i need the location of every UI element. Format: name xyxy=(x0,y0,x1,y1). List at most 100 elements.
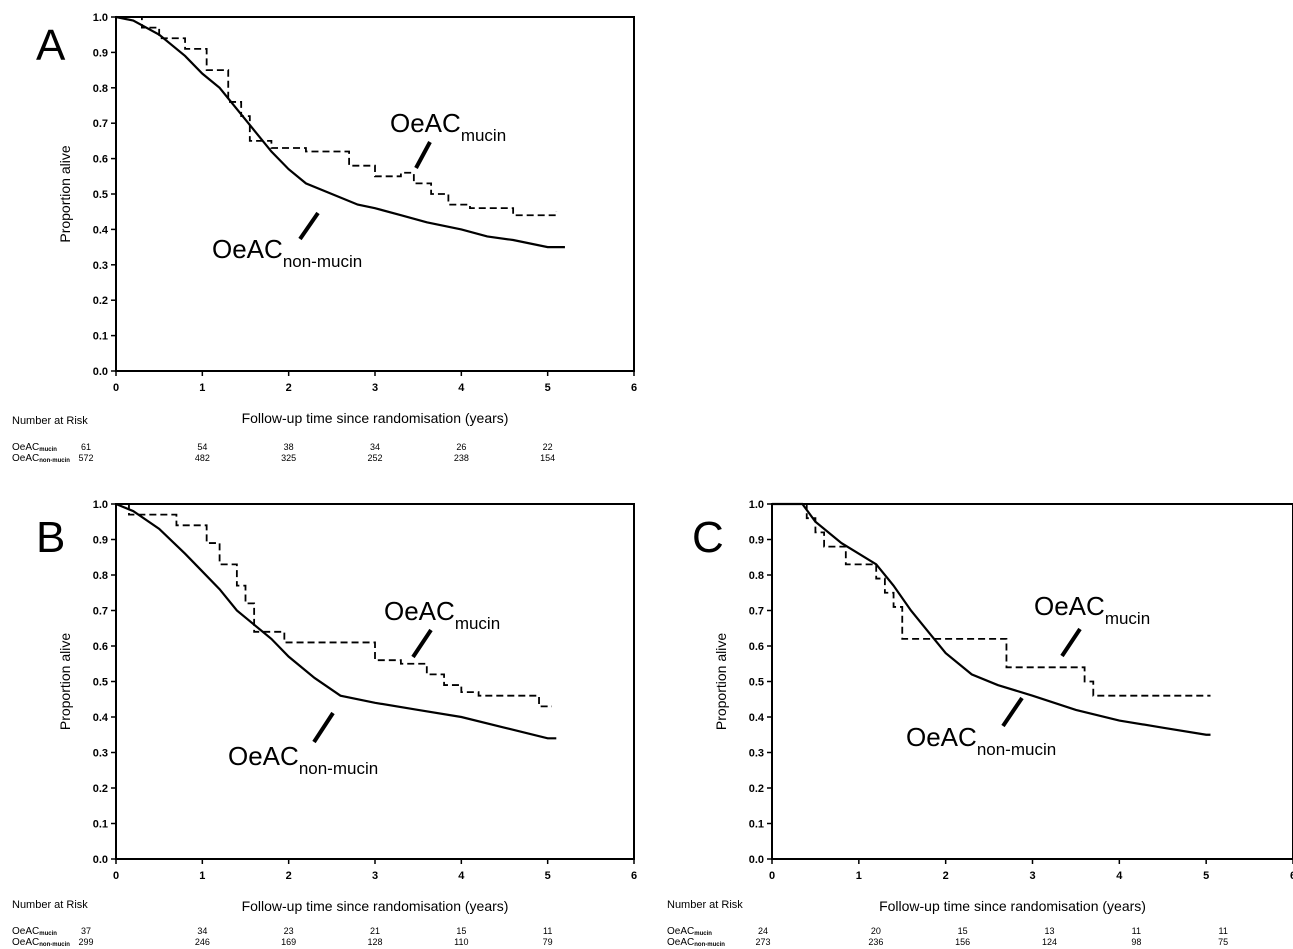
y-tick-label: 0.6 xyxy=(93,641,108,653)
y-tick-label: 0.2 xyxy=(93,295,108,307)
label-pointer xyxy=(411,628,433,659)
series-label-non-mucin: OeACnon-mucin xyxy=(906,722,1056,759)
risk-row-label: OeACmucin xyxy=(12,442,57,453)
x-tick-label: 1 xyxy=(199,870,205,882)
x-tick-label: 1 xyxy=(199,382,205,394)
y-tick-label: 0.9 xyxy=(749,535,764,547)
series-mucin-line xyxy=(772,503,1211,697)
x-tick-label: 3 xyxy=(372,870,378,882)
risk-value: 98 xyxy=(1131,937,1141,947)
y-axis-title: Proportion alive xyxy=(57,633,73,730)
risk-value: 325 xyxy=(281,453,296,463)
risk-value: 11 xyxy=(543,926,552,936)
x-tick-label: 4 xyxy=(458,870,465,882)
plot-frame xyxy=(115,503,635,860)
y-tick-label: 0.3 xyxy=(749,748,764,760)
risk-value: 252 xyxy=(367,453,382,463)
risk-value: 11 xyxy=(1132,926,1141,936)
x-axis-title: Follow-up time since randomisation (year… xyxy=(879,898,1146,914)
x-tick-label: 0 xyxy=(113,870,119,882)
y-tick-label: 0.4 xyxy=(749,712,765,724)
risk-value: 37 xyxy=(81,926,91,936)
risk-value: 23 xyxy=(284,926,294,936)
risk-row-label: OeACmucin xyxy=(12,926,57,937)
y-tick-label: 0.8 xyxy=(749,570,764,582)
risk-value: 169 xyxy=(281,937,296,947)
x-axis-title: Follow-up time since randomisation (year… xyxy=(242,898,509,914)
risk-table-title: Number at Risk xyxy=(667,899,743,911)
risk-value: 15 xyxy=(958,926,968,936)
risk-value: 75 xyxy=(1218,937,1228,947)
label-pointer xyxy=(312,711,335,744)
series-label-non-mucin: OeACnon-mucin xyxy=(212,234,362,271)
y-tick-label: 0.8 xyxy=(93,570,108,582)
series-non-mucin-line xyxy=(115,502,557,740)
x-tick-label: 6 xyxy=(631,870,637,882)
risk-value: 273 xyxy=(755,937,770,947)
series-label-mucin: OeACmucin xyxy=(1034,591,1150,628)
panel-c: C 0.0 0.1 0.2 0.3 0.4 0.5 0.6 0.7 0.8 0.9 1.0 0 1 2 3 4 5… xyxy=(667,499,1293,948)
risk-value: 20 xyxy=(871,926,881,936)
y-tick-label: 0.1 xyxy=(749,819,764,831)
risk-value: 26 xyxy=(456,442,466,452)
series-mucin-line xyxy=(116,503,552,708)
risk-row-label: OeACnon-mucin xyxy=(12,937,70,948)
plot-frame xyxy=(115,16,635,372)
y-tick-label: 0.4 xyxy=(93,224,109,236)
series-label-mucin: OeACmucin xyxy=(390,108,506,145)
risk-value: 11 xyxy=(1218,926,1227,936)
panel-letter: B xyxy=(36,513,65,562)
x-tick-label: 3 xyxy=(1029,870,1035,882)
risk-value: 34 xyxy=(370,442,380,452)
y-tick-label: 0.5 xyxy=(93,189,108,201)
risk-value: 154 xyxy=(540,453,555,463)
panel-letter: A xyxy=(36,21,66,70)
y-tick-label: 0.7 xyxy=(93,606,108,618)
y-tick-label: 1.0 xyxy=(749,499,764,511)
y-tick-label: 0.0 xyxy=(749,854,764,866)
y-tick-label: 0.6 xyxy=(93,154,108,166)
y-tick-label: 0.9 xyxy=(93,47,108,59)
risk-value: 24 xyxy=(758,926,768,936)
label-pointer xyxy=(1060,627,1082,658)
y-tick-label: 0.3 xyxy=(93,260,108,272)
series-mucin-line xyxy=(116,16,558,217)
x-tick-label: 1 xyxy=(856,870,862,882)
y-tick-label: 1.0 xyxy=(93,12,108,24)
label-pointer xyxy=(298,211,320,241)
risk-row-label: OeACmucin xyxy=(667,926,712,937)
y-axis-title: Proportion alive xyxy=(713,633,729,730)
risk-value: 246 xyxy=(195,937,210,947)
y-tick-label: 0.2 xyxy=(93,783,108,795)
risk-value: 572 xyxy=(78,453,93,463)
y-tick-label: 0.9 xyxy=(93,535,108,547)
x-tick-label: 5 xyxy=(545,382,551,394)
risk-value: 236 xyxy=(868,937,883,947)
risk-row-label: OeACnon-mucin xyxy=(12,453,70,464)
series-non-mucin-line xyxy=(772,502,1211,736)
x-tick-label: 3 xyxy=(372,382,378,394)
risk-value: 22 xyxy=(543,442,553,452)
x-tick-label: 5 xyxy=(545,870,551,882)
series-label-non-mucin: OeACnon-mucin xyxy=(228,741,378,778)
y-tick-label: 0.4 xyxy=(93,712,109,724)
risk-table-title: Number at Risk xyxy=(12,899,88,911)
x-tick-label: 5 xyxy=(1203,870,1209,882)
y-tick-label: 0.0 xyxy=(93,366,108,378)
series-non-mucin-line xyxy=(115,15,565,249)
panel-b: B0.00.10.20.30.40.50.60.70.80.91.00 1 2 3 4 5… xyxy=(12,499,637,948)
y-tick-label: 0.1 xyxy=(93,819,108,831)
panel-letter: C xyxy=(692,513,724,562)
x-tick-label: 2 xyxy=(286,382,292,394)
risk-value: 13 xyxy=(1044,926,1054,936)
risk-value: 54 xyxy=(197,442,207,452)
y-axis-title: Proportion alive xyxy=(57,145,73,242)
risk-value: 124 xyxy=(1042,937,1057,947)
label-pointer xyxy=(414,141,432,169)
y-tick-label: 0.1 xyxy=(93,331,108,343)
plot-frame xyxy=(771,503,1293,860)
panel-a: A0.00.10.20.30.40.50.60.70.80.91.00 1 2 3 4 5… xyxy=(12,12,637,464)
y-tick-label: 0.7 xyxy=(93,118,108,130)
x-tick-label: 2 xyxy=(286,870,292,882)
